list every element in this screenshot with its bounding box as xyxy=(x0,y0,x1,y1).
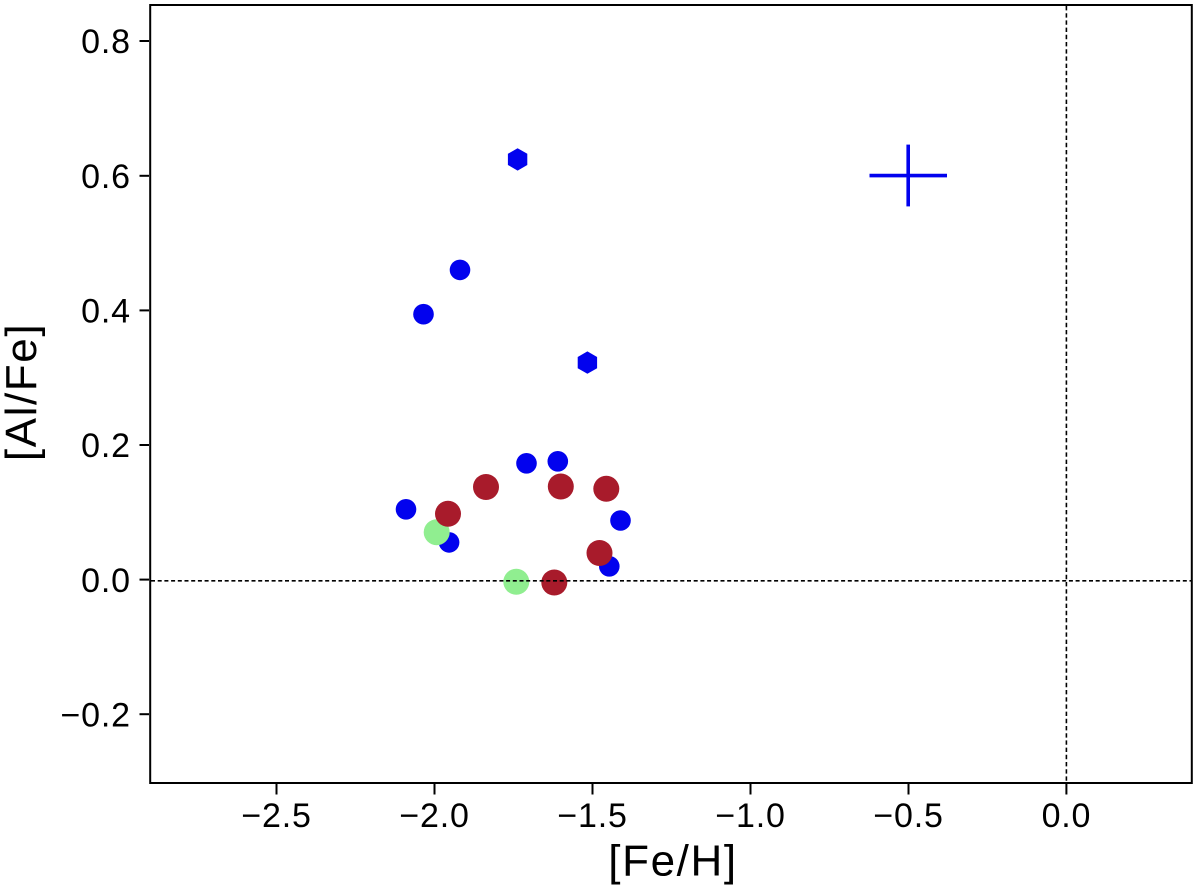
svg-text:[Fe/H]: [Fe/H] xyxy=(608,837,737,886)
svg-text:0.0: 0.0 xyxy=(1042,797,1092,835)
svg-text:0.0: 0.0 xyxy=(81,562,131,600)
svg-text:−0.5: −0.5 xyxy=(873,797,943,835)
svg-text:−2.0: −2.0 xyxy=(399,797,469,835)
svg-text:−2.5: −2.5 xyxy=(241,797,311,835)
svg-text:0.4: 0.4 xyxy=(81,293,131,331)
svg-text:0.2: 0.2 xyxy=(81,427,131,465)
svg-text:−0.2: −0.2 xyxy=(60,696,130,734)
svg-text:−1.5: −1.5 xyxy=(557,797,627,835)
svg-text:[Al/Fe]: [Al/Fe] xyxy=(0,323,46,461)
svg-text:0.6: 0.6 xyxy=(81,158,131,196)
svg-text:0.8: 0.8 xyxy=(81,23,131,61)
svg-text:−1.0: −1.0 xyxy=(715,797,785,835)
